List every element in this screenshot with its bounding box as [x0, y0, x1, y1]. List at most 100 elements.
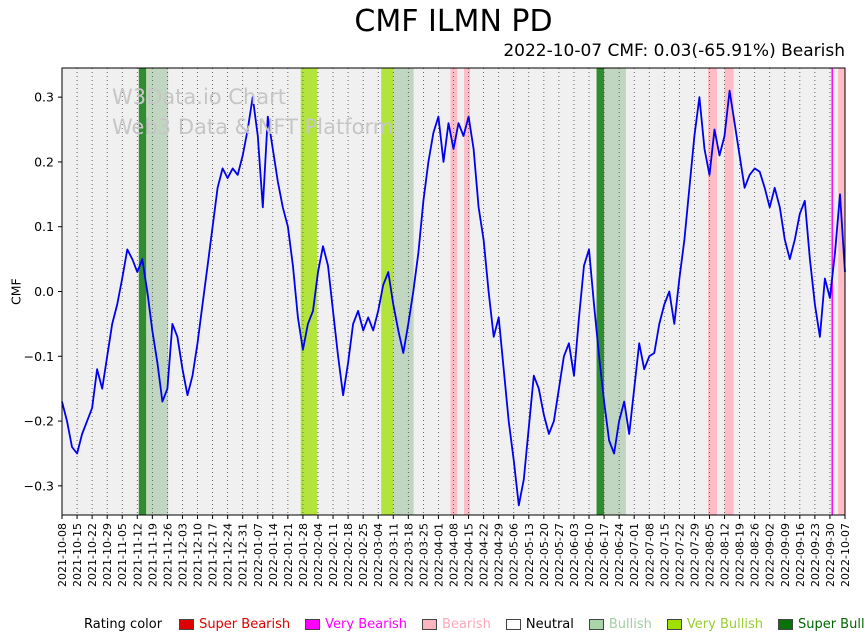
- legend-swatch: [588, 619, 604, 630]
- legend-item-label: Super Bullish: [797, 617, 864, 632]
- x-tick-label: 2022-07-22: [673, 523, 686, 587]
- x-tick-label: 2022-02-04: [312, 523, 325, 587]
- x-tick-label: 2022-08-19: [734, 523, 747, 587]
- rating-band-bearish: [450, 68, 458, 515]
- legend-item-label: Very Bullish: [686, 617, 763, 632]
- rating-band-bullish: [393, 68, 414, 515]
- x-tick-label: 2021-11-05: [116, 523, 129, 587]
- x-tick-label: 2022-01-07: [252, 523, 265, 587]
- x-tick-label: 2022-09-16: [794, 523, 807, 587]
- x-tick-label: 2022-05-20: [538, 523, 551, 587]
- x-tick-label: 2021-11-26: [161, 523, 174, 587]
- x-tick-label: 2022-05-27: [553, 523, 566, 587]
- legend-item-neutral: Neutral: [505, 617, 574, 632]
- x-tick-label: 2022-03-18: [402, 523, 415, 587]
- legend-swatch: [777, 619, 793, 630]
- x-tick-label: 2022-06-17: [598, 523, 611, 587]
- x-tick-label: 2021-11-12: [131, 523, 144, 587]
- x-tick-label: 2021-12-03: [176, 523, 189, 587]
- legend-title: Rating color: [84, 617, 163, 632]
- y-tick-label: 0.2: [34, 154, 54, 169]
- x-tick-label: 2021-11-19: [146, 523, 159, 587]
- x-tick-label: 2021-12-24: [222, 523, 235, 587]
- y-tick-label: 0.0: [34, 284, 54, 299]
- y-tick-label: −0.2: [24, 414, 54, 429]
- x-tick-label: 2022-04-22: [478, 523, 491, 587]
- rating-band-bearish: [707, 68, 718, 515]
- x-tick-label: 2022-05-06: [508, 523, 521, 587]
- legend-item-label: Very Bearish: [325, 617, 408, 632]
- rating-band-very-bullish: [381, 68, 394, 515]
- rating-band-bearish: [724, 68, 734, 515]
- x-tick-label: 2022-03-04: [372, 523, 385, 587]
- x-tick-label: 2022-07-29: [688, 523, 701, 587]
- legend-swatch: [179, 619, 195, 630]
- x-tick-label: 2022-05-13: [523, 523, 536, 587]
- x-tick-label: 2022-01-28: [297, 523, 310, 587]
- legend-swatch: [666, 619, 682, 630]
- y-tick-label: −0.3: [24, 478, 54, 493]
- x-tick-label: 2022-08-12: [719, 523, 732, 587]
- x-tick-label: 2021-12-31: [237, 523, 250, 587]
- x-tick-label: 2022-07-01: [628, 523, 641, 587]
- x-tick-label: 2022-06-24: [613, 523, 626, 587]
- y-tick-label: 0.3: [34, 90, 54, 105]
- x-tick-label: 2022-02-11: [327, 523, 340, 587]
- legend-item-bullish: Bullish: [588, 617, 652, 632]
- legend-swatch: [505, 619, 521, 630]
- rating-band-super-bullish: [596, 68, 605, 515]
- legend-item-label: Super Bearish: [199, 617, 291, 632]
- x-tick-label: 2022-08-26: [749, 523, 762, 587]
- x-tick-label: 2022-03-25: [417, 523, 430, 587]
- rating-legend: Rating color Super Bearish Very Bearish Be…: [84, 617, 864, 632]
- cmf-line: [61, 89, 846, 507]
- chart-subtitle: 2022-10-07 CMF: 0.03(-65.91%) Bearish: [503, 41, 845, 61]
- legend-item-very-bearish: Very Bearish: [305, 617, 407, 632]
- legend-item-label: Bearish: [442, 617, 491, 632]
- x-tick-label: 2022-04-08: [448, 523, 461, 587]
- legend-swatch: [422, 619, 438, 630]
- x-tick-label: 2022-03-11: [387, 523, 400, 587]
- y-tick-label: −0.1: [24, 349, 54, 364]
- x-tick-label: 2022-09-09: [779, 523, 792, 587]
- x-tick-label: 2022-04-15: [463, 523, 476, 587]
- x-tick-label: 2022-04-01: [432, 523, 445, 587]
- x-tick-label: 2022-01-14: [267, 523, 280, 587]
- x-tick-label: 2022-10-07: [839, 523, 852, 587]
- legend-item-bearish: Bearish: [422, 617, 491, 632]
- legend-item-super-bullish: Super Bullish: [777, 617, 864, 632]
- x-tick-label: 2022-08-05: [703, 523, 716, 587]
- chart-title: CMF ILMN PD: [354, 4, 553, 39]
- x-tick-label: 2021-10-08: [56, 523, 69, 587]
- x-tick-label: 2022-07-08: [643, 523, 656, 587]
- legend-item-label: Bullish: [608, 617, 652, 632]
- x-tick-label: 2021-10-15: [71, 523, 84, 587]
- y-tick-label: 0.1: [34, 219, 54, 234]
- legend-item-very-bullish: Very Bullish: [666, 617, 763, 632]
- x-tick-label: 2022-06-10: [583, 523, 596, 587]
- legend-item-super-bearish: Super Bearish: [179, 617, 290, 632]
- y-axis-label: CMF: [8, 278, 24, 305]
- rating-band-bullish: [604, 68, 626, 515]
- rating-band-very-bullish: [300, 68, 318, 515]
- x-tick-label: 2021-10-29: [101, 523, 114, 587]
- x-tick-label: 2022-02-25: [357, 523, 370, 587]
- x-tick-label: 2022-06-03: [568, 523, 581, 587]
- rating-band-super-bullish: [138, 68, 147, 515]
- x-tick-label: 2022-07-15: [658, 523, 671, 587]
- x-tick-label: 2021-10-22: [86, 523, 99, 587]
- x-tick-label: 2022-09-02: [764, 523, 777, 587]
- x-tick-label: 2022-02-18: [342, 523, 355, 587]
- legend-item-label: Neutral: [525, 617, 574, 632]
- legend-swatch: [305, 619, 321, 630]
- x-tick-label: 2021-12-17: [207, 523, 220, 587]
- x-tick-label: 2021-12-10: [192, 523, 205, 587]
- x-tick-label: 2022-09-30: [824, 523, 837, 587]
- rating-band-bullish: [147, 68, 169, 515]
- x-tick-label: 2022-09-23: [809, 523, 822, 587]
- rating-band-bearish: [464, 68, 471, 515]
- rating-band-bearish: [838, 68, 845, 515]
- x-tick-label: 2022-01-21: [282, 523, 295, 587]
